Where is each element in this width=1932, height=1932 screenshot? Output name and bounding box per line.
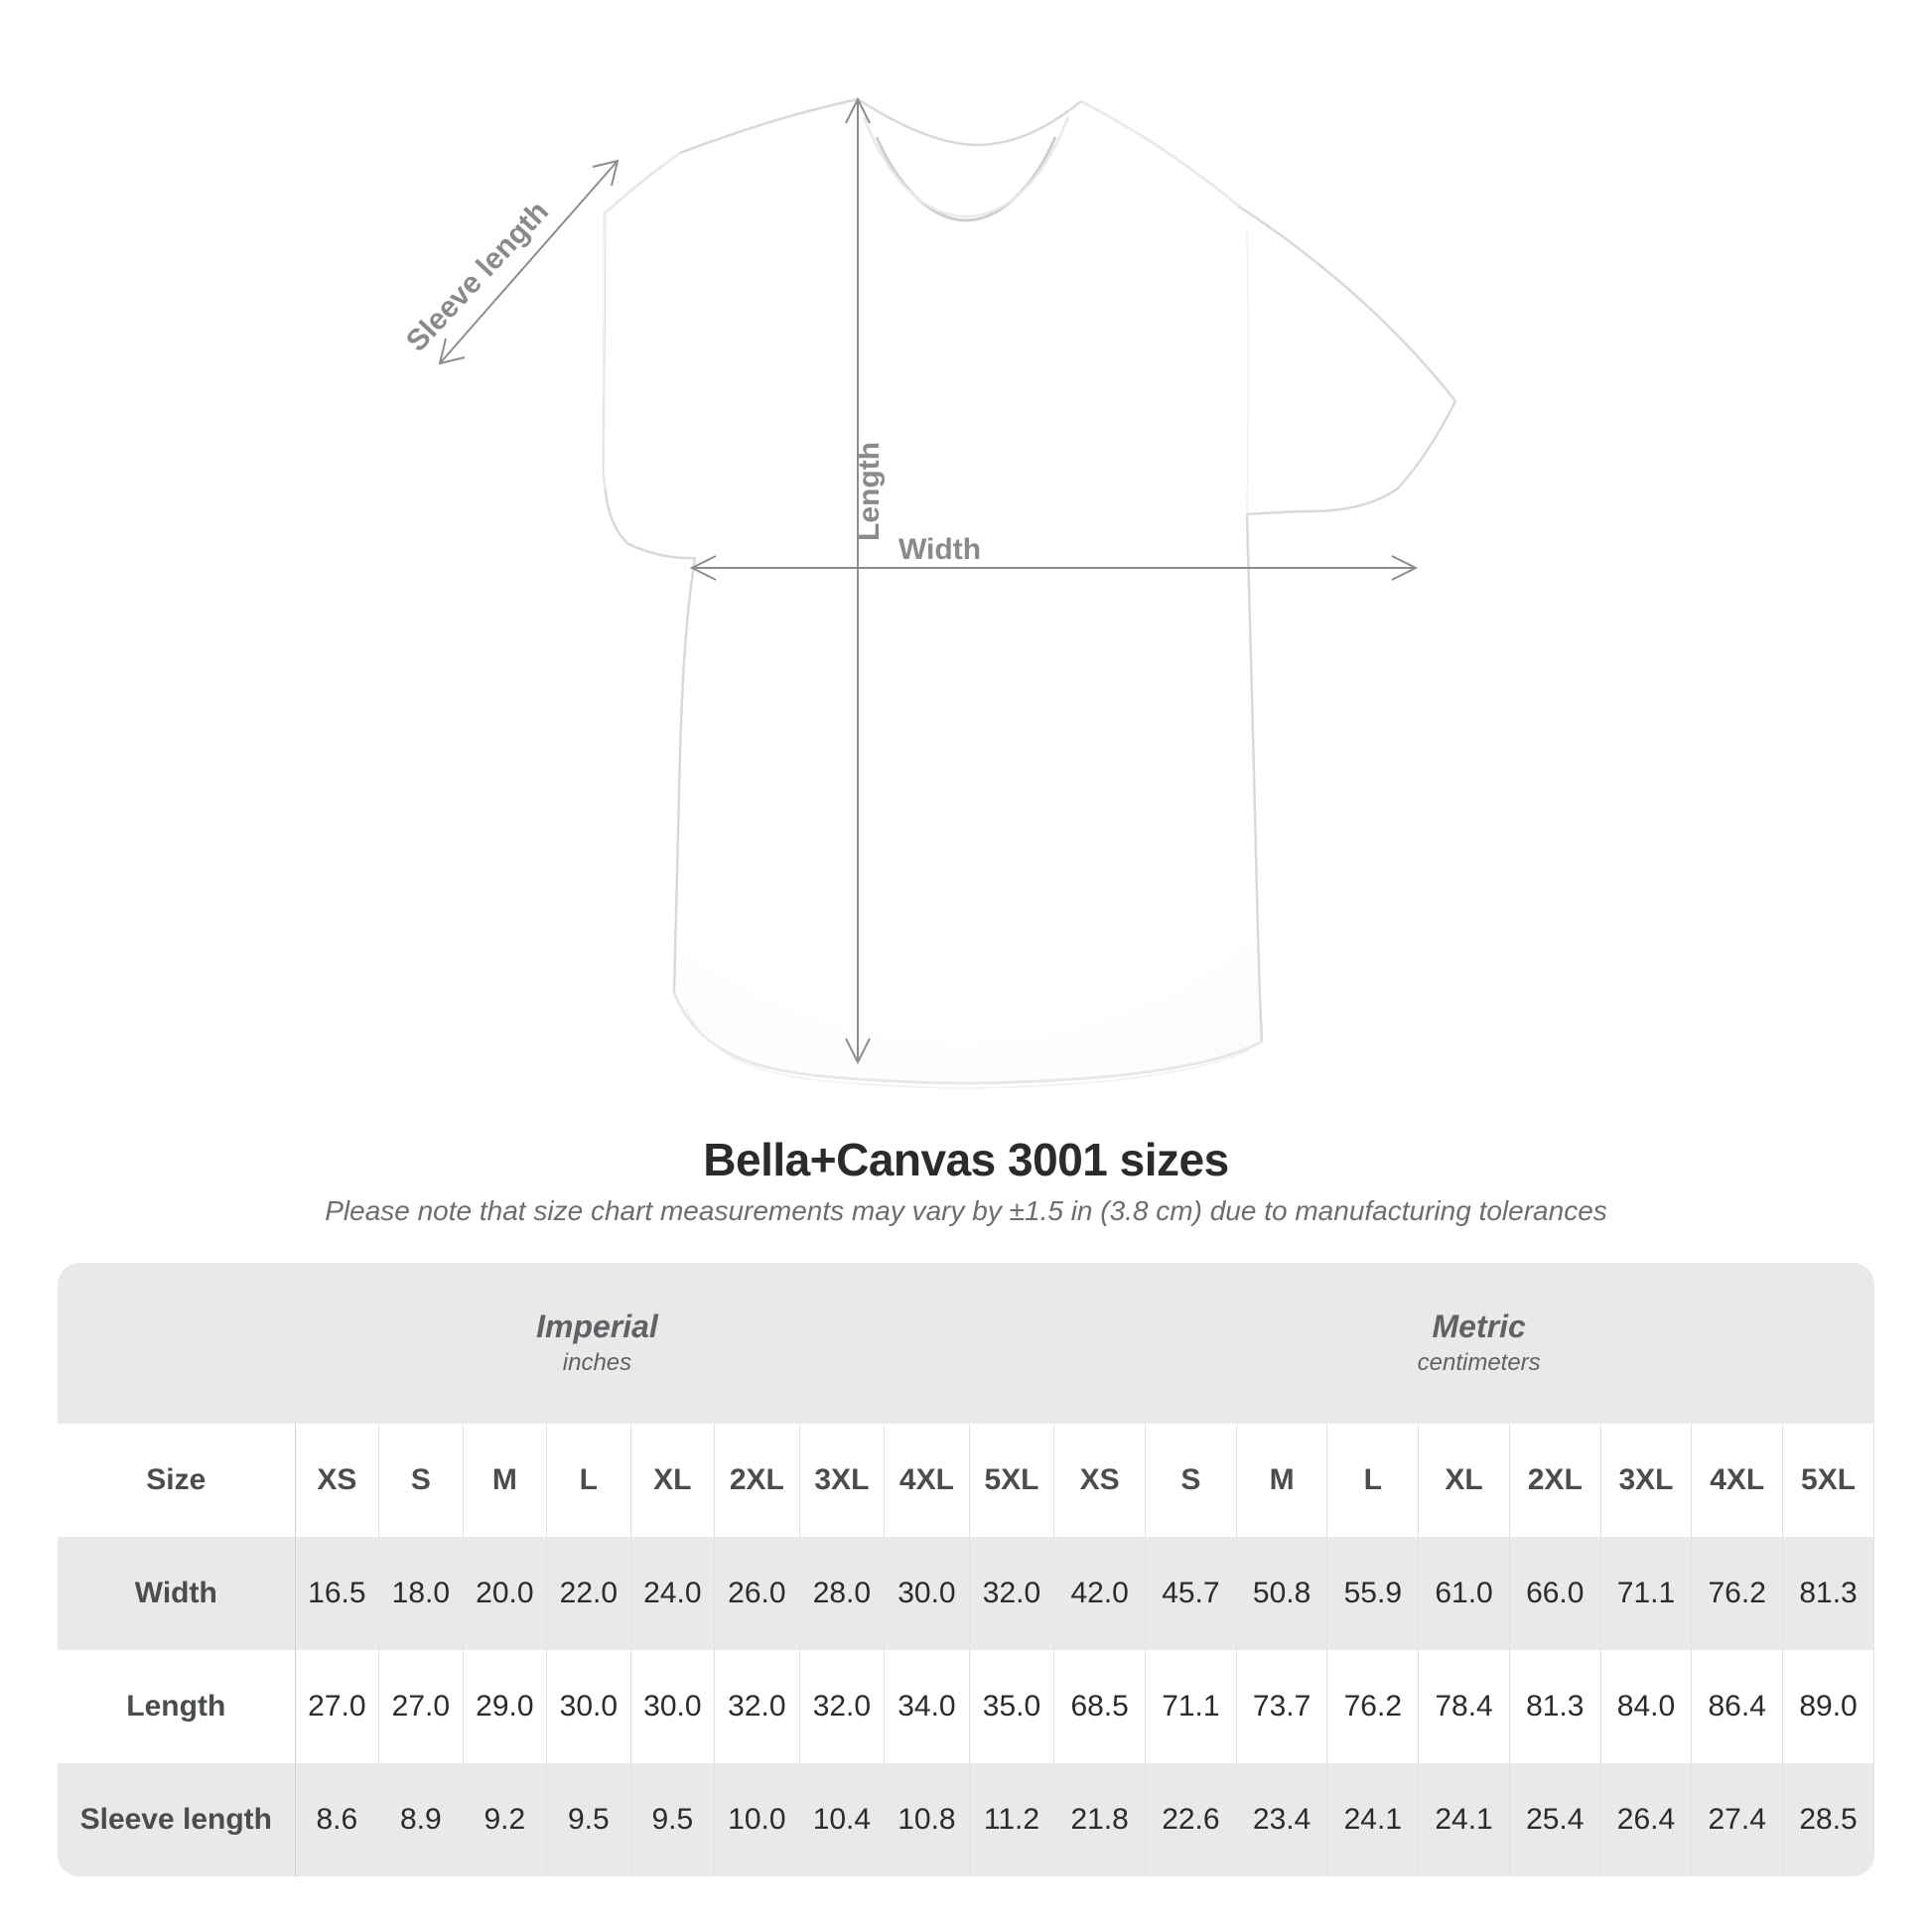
svg-text:Width: Width bbox=[898, 533, 981, 566]
svg-text:Sleeve length: Sleeve length bbox=[400, 196, 555, 358]
svg-text:Length: Length bbox=[853, 442, 886, 541]
